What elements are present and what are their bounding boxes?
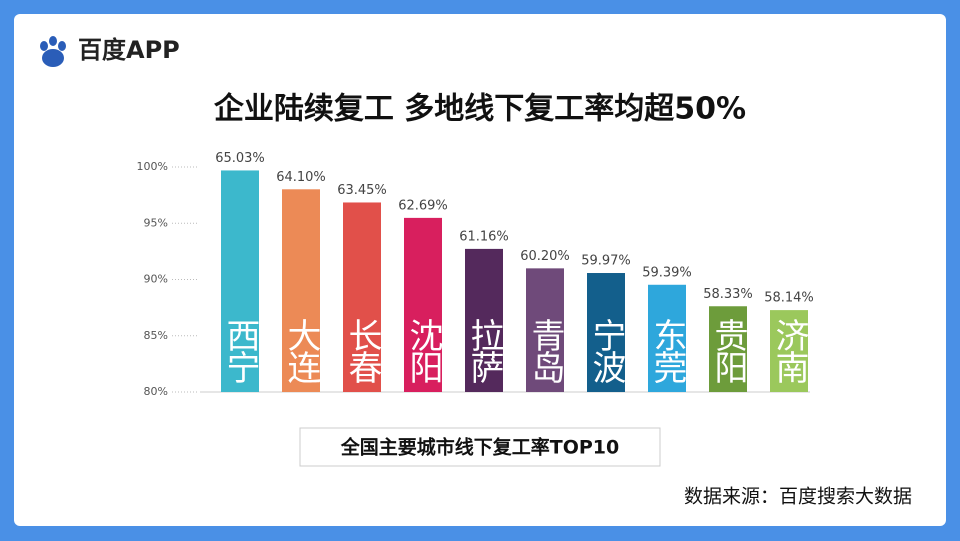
value-label: 63.45% — [337, 183, 387, 198]
bar — [465, 248, 503, 392]
subtitle: 全国主要城市线下复工率TOP10 — [340, 436, 619, 459]
category-label: 大连 — [281, 318, 321, 384]
category-label: 济南 — [769, 318, 809, 383]
category-label: 沈阳 — [403, 318, 443, 383]
value-label: 59.97% — [581, 254, 631, 269]
value-label: 65.03% — [215, 151, 265, 166]
bar — [526, 268, 564, 392]
logo-icon — [40, 36, 66, 67]
category-label: 宁波 — [586, 318, 626, 384]
value-label: 59.39% — [642, 265, 692, 280]
y-tick-label: 95% — [144, 216, 168, 229]
y-tick-label: 90% — [144, 273, 168, 286]
bar — [648, 284, 686, 392]
category-label: 长春 — [342, 318, 382, 384]
bar — [343, 202, 381, 392]
chart-title: 企业陆续复工 多地线下复工率均超50% — [214, 92, 746, 127]
category-label: 青岛 — [525, 318, 565, 384]
bar — [587, 273, 625, 392]
y-tick-label: 80% — [144, 385, 168, 398]
subtitle-box — [299, 427, 661, 467]
y-tick-label: 85% — [144, 329, 168, 342]
brand: 百度APP — [78, 36, 180, 64]
value-label: 60.20% — [520, 249, 570, 264]
value-label: 58.14% — [764, 291, 814, 306]
category-label: 贵阳 — [708, 318, 748, 383]
y-tick-label: 100% — [137, 160, 168, 173]
bar — [282, 189, 320, 392]
bar — [770, 310, 808, 392]
bar — [221, 170, 259, 392]
value-label: 62.69% — [398, 198, 448, 213]
value-label: 61.16% — [459, 229, 509, 244]
category-label: 西宁 — [220, 318, 260, 383]
bar — [709, 306, 747, 392]
value-label: 58.33% — [703, 287, 753, 302]
category-label: 拉萨 — [464, 318, 504, 384]
bar — [404, 217, 442, 392]
source: 数据来源：百度搜索大数据 — [684, 486, 912, 508]
category-label: 东莞 — [647, 318, 687, 384]
value-label: 64.10% — [276, 170, 326, 185]
